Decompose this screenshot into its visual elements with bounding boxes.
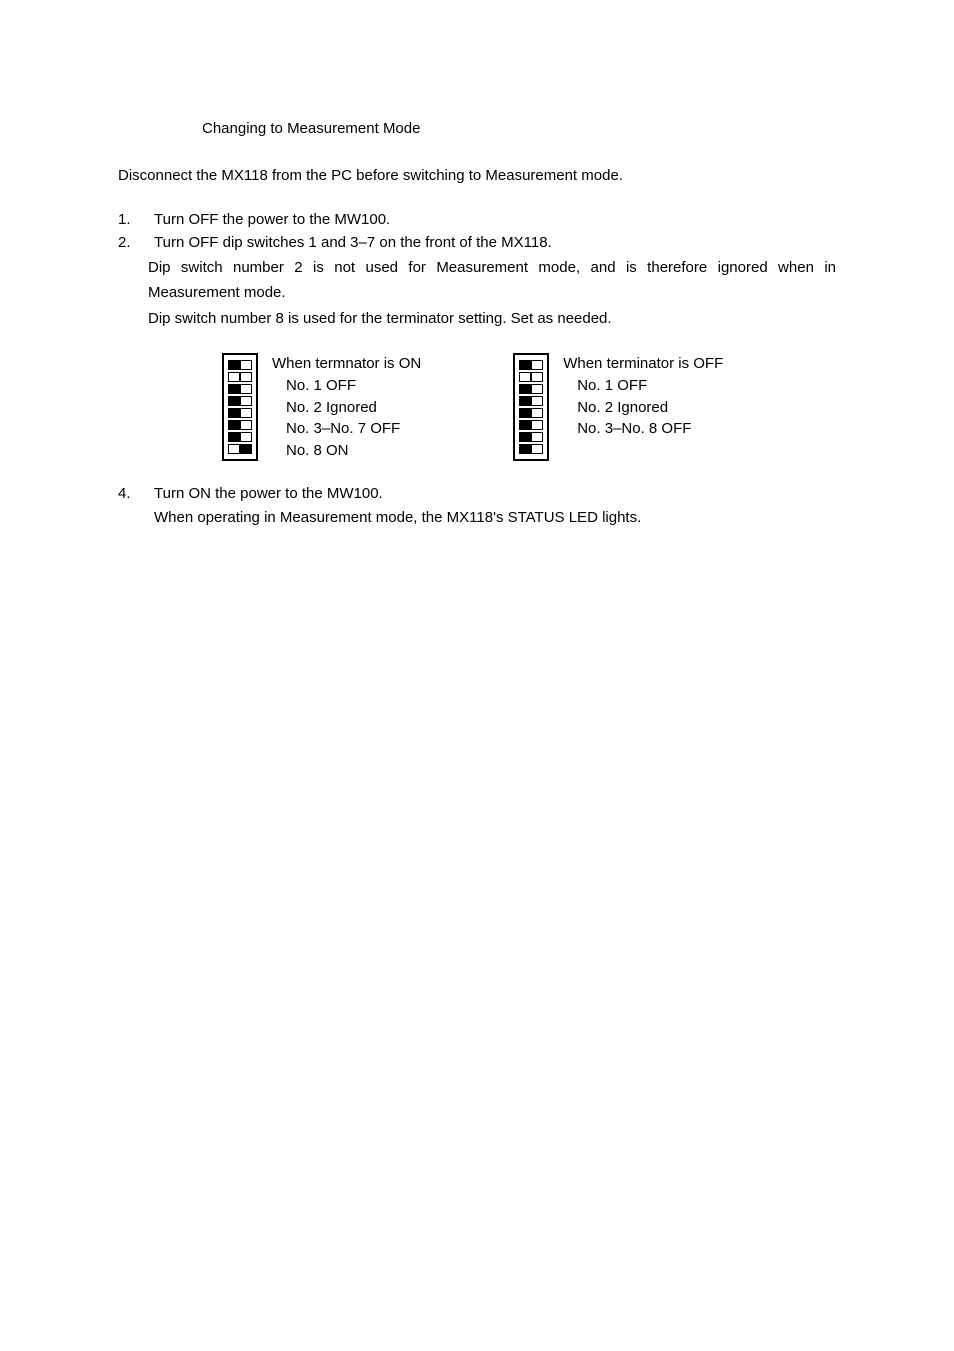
dip-switch-row [519, 396, 543, 406]
dip-switch-left [228, 360, 240, 370]
dip-switch-row [519, 432, 543, 442]
dip-switch-left [519, 408, 531, 418]
diagram-terminator-on: When termnator is ON No. 1 OFF No. 2 Ign… [222, 353, 421, 462]
step-2-sub2: Dip switch number 8 is used for the term… [148, 306, 836, 332]
dip-switch-right [240, 444, 252, 454]
dip-switch-left [228, 432, 240, 442]
dip-switch-row [519, 408, 543, 418]
diagram-on-line: No. 1 OFF [286, 375, 421, 397]
dip-switch-left [228, 420, 240, 430]
dip-switch-right [531, 408, 543, 418]
dip-switch-left [228, 444, 240, 454]
step-text: Turn OFF dip switches 1 and 3–7 on the f… [154, 231, 552, 254]
dip-switch-left [519, 384, 531, 394]
dip-switch-row [228, 396, 252, 406]
step-text: Turn ON the power to the MW100. [154, 482, 383, 505]
step-number: 4. [118, 482, 154, 505]
dip-switch-row [228, 372, 252, 382]
dip-switch-row [228, 408, 252, 418]
dip-switch-right [531, 384, 543, 394]
dip-switch-right [240, 408, 252, 418]
dip-switch-row [228, 384, 252, 394]
diagram-off-text: When terminator is OFF No. 1 OFF No. 2 I… [563, 353, 723, 440]
step-list-continued: 4. Turn ON the power to the MW100. [118, 482, 836, 505]
diagram-off-line: No. 2 Ignored [577, 397, 723, 419]
step-list: 1. Turn OFF the power to the MW100. 2. T… [118, 208, 836, 255]
dip-switch-right [240, 420, 252, 430]
dip-switch-row [519, 420, 543, 430]
dip-switch-row [228, 360, 252, 370]
dip-switch-left [519, 372, 531, 382]
dip-switch-row [519, 444, 543, 454]
dip-switch-right [240, 372, 252, 382]
diagram-on-text: When termnator is ON No. 1 OFF No. 2 Ign… [272, 353, 421, 462]
intro-text: Disconnect the MX118 from the PC before … [118, 167, 836, 184]
dip-switch-right [531, 420, 543, 430]
dip-switch-row [519, 360, 543, 370]
step-number: 1. [118, 208, 154, 231]
dip-switch-right [240, 384, 252, 394]
dip-switch-left [519, 420, 531, 430]
dip-switch-left [519, 444, 531, 454]
dip-switch-right [240, 360, 252, 370]
step-4: 4. Turn ON the power to the MW100. [118, 482, 836, 505]
dip-switch-right [240, 432, 252, 442]
diagram-terminator-off: When terminator is OFF No. 1 OFF No. 2 I… [513, 353, 723, 462]
page-content: Changing to Measurement Mode Disconnect … [0, 0, 954, 591]
dip-switch-row [519, 384, 543, 394]
dip-switch-box-on [222, 353, 258, 461]
diagram-on-line: No. 3–No. 7 OFF [286, 418, 421, 440]
diagram-off-line: No. 3–No. 8 OFF [577, 418, 723, 440]
dip-switch-left [228, 408, 240, 418]
dip-switch-left [519, 432, 531, 442]
diagram-on-line: No. 8 ON [286, 440, 421, 462]
dip-switch-right [531, 360, 543, 370]
diagram-off-title: When terminator is OFF [563, 353, 723, 375]
dip-switch-left [519, 396, 531, 406]
dip-switch-right [531, 372, 543, 382]
dip-switch-row [228, 420, 252, 430]
dip-switch-right [531, 444, 543, 454]
diagram-on-title: When termnator is ON [272, 353, 421, 375]
step-2: 2. Turn OFF dip switches 1 and 3–7 on th… [118, 231, 836, 254]
step-1: 1. Turn OFF the power to the MW100. [118, 208, 836, 231]
dip-switch-box-off [513, 353, 549, 461]
dip-switch-right [531, 396, 543, 406]
dip-switch-left [228, 384, 240, 394]
dip-switch-right [531, 432, 543, 442]
dip-switch-left [228, 396, 240, 406]
step-2-sub1: Dip switch number 2 is not used for Meas… [148, 255, 836, 306]
dip-switch-row [519, 372, 543, 382]
step-text: Turn OFF the power to the MW100. [154, 208, 390, 231]
section-heading: Changing to Measurement Mode [202, 120, 836, 137]
diagram-on-line: No. 2 Ignored [286, 397, 421, 419]
dip-switch-row [228, 432, 252, 442]
step-number: 2. [118, 231, 154, 254]
dip-switch-left [519, 360, 531, 370]
dip-switch-row [228, 444, 252, 454]
diagram-off-line: No. 1 OFF [577, 375, 723, 397]
step-4-sub: When operating in Measurement mode, the … [154, 505, 836, 531]
dip-switch-left [228, 372, 240, 382]
dip-switch-diagrams: When termnator is ON No. 1 OFF No. 2 Ign… [222, 353, 836, 462]
dip-switch-right [240, 396, 252, 406]
